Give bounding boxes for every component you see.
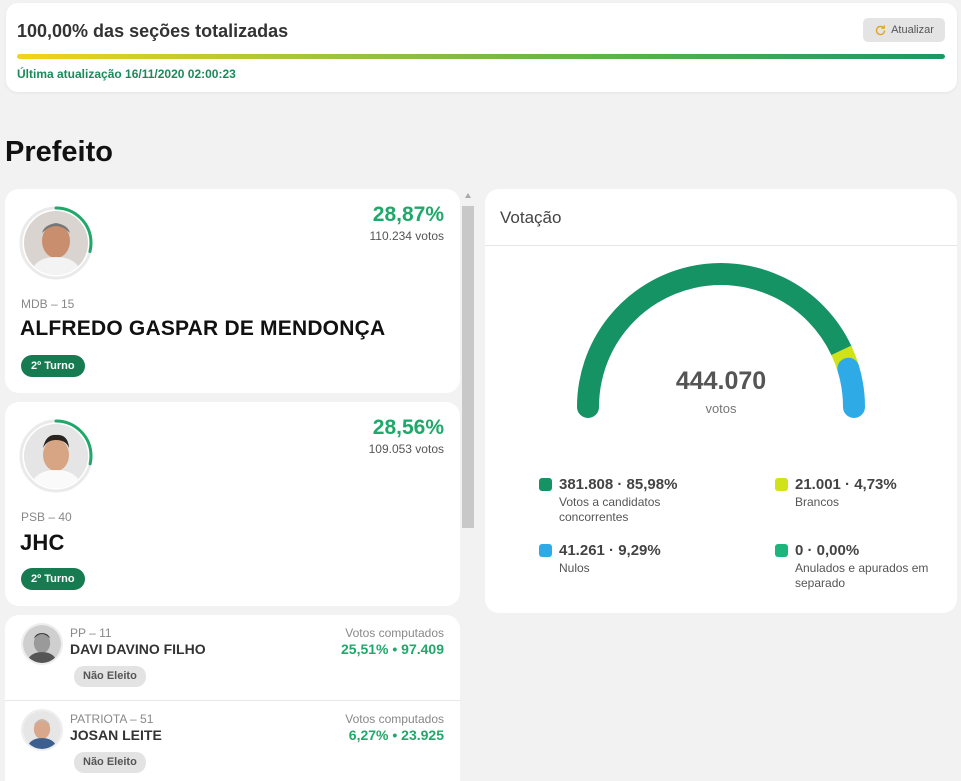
divider: [485, 245, 957, 246]
vote-share-ring: [19, 206, 93, 280]
legend-desc: Brancos: [795, 495, 840, 509]
votes-computed-label: Votos computados: [345, 712, 444, 726]
list-item[interactable]: PP – 11 DAVI DAVINO FILHO Votos computad…: [5, 615, 460, 700]
vote-gauge: [577, 263, 865, 418]
vote-stats: 25,51% • 97.409: [341, 641, 444, 657]
status-card: 100,00% das seções totalizadas Atualizar…: [6, 3, 957, 92]
legend-swatch: [775, 544, 788, 557]
legend-value: 41.261 · 9,29%: [559, 542, 661, 559]
vote-count: 109.053 votos: [368, 442, 444, 456]
legend-swatch: [539, 478, 552, 491]
party-label: PP – 11: [70, 626, 112, 640]
votacao-card: Votação 444.070 votos 381.808 · 85,98% V…: [485, 189, 957, 613]
candidate-photo: [21, 709, 63, 751]
legend-value: 0 · 0,00%: [795, 542, 860, 559]
scroll-thumb[interactable]: [462, 206, 474, 528]
status-title: 100,00% das seções totalizadas: [17, 21, 289, 41]
list-item[interactable]: PATRIOTA – 51 JOSAN LEITE Votos computad…: [5, 700, 460, 781]
candidate-avatar: [18, 205, 94, 281]
gauge-segment: [837, 357, 865, 418]
candidate-card[interactable]: 28,56% 109.053 votos PSB – 40 JHC 2º Tur…: [5, 402, 460, 606]
gauge-segment: [577, 263, 853, 418]
last-updated: Última atualização 16/11/2020 02:00:23: [17, 67, 236, 81]
vote-percent: 28,87%: [372, 203, 444, 226]
votes-computed-label: Votos computados: [345, 626, 444, 640]
second-round-badge: 2º Turno: [21, 355, 85, 377]
vote-percent: 28,56%: [372, 416, 444, 439]
legend-swatch: [775, 478, 788, 491]
vote-count: 110.234 votos: [369, 229, 444, 243]
candidate-photo: [24, 211, 88, 275]
party-label: PATRIOTA – 51: [70, 712, 154, 726]
legend-desc: Nulos: [559, 561, 590, 575]
not-elected-badge: Não Eleito: [74, 752, 146, 773]
progress-fill: [17, 54, 945, 59]
progress-bar: [17, 54, 945, 59]
candidate-photo: [24, 424, 88, 488]
vote-stats: 6,27% • 23.925: [348, 727, 444, 743]
vote-share-ring: [19, 419, 93, 493]
refresh-button[interactable]: Atualizar: [863, 18, 945, 42]
candidate-name: JHC: [20, 530, 65, 555]
candidate-photo: [21, 623, 63, 665]
scroll-up-arrow-icon[interactable]: [465, 193, 471, 198]
candidate-card[interactable]: 28,87% 110.234 votos MDB – 15 ALFREDO GA…: [5, 189, 460, 393]
not-elected-badge: Não Eleito: [74, 666, 146, 687]
total-votes: 444.070: [675, 367, 767, 395]
candidate-name: ALFREDO GASPAR DE MENDONÇA: [20, 317, 386, 340]
section-title: Prefeito: [5, 136, 113, 168]
legend-value: 381.808 · 85,98%: [559, 476, 678, 493]
party-label: PSB – 40: [21, 510, 72, 524]
legend-swatch: [539, 544, 552, 557]
party-label: MDB – 15: [21, 297, 75, 311]
refresh-label: Atualizar: [891, 24, 934, 36]
votacao-title: Votação: [500, 208, 562, 227]
candidate-list: PP – 11 DAVI DAVINO FILHO Votos computad…: [5, 615, 460, 781]
legend-desc: Votos a candidatos concorrentes: [559, 495, 661, 524]
candidate-name: DAVI DAVINO FILHO: [70, 641, 206, 657]
refresh-icon: [875, 24, 886, 35]
total-votes-label: votos: [705, 401, 737, 416]
candidate-avatar: [18, 418, 94, 494]
candidate-name: JOSAN LEITE: [70, 727, 162, 743]
legend-value: 21.001 · 4,73%: [795, 476, 897, 493]
scrollbar[interactable]: [462, 193, 474, 781]
second-round-badge: 2º Turno: [21, 568, 85, 590]
legend-desc: Anulados e apurados em separado: [795, 561, 929, 590]
